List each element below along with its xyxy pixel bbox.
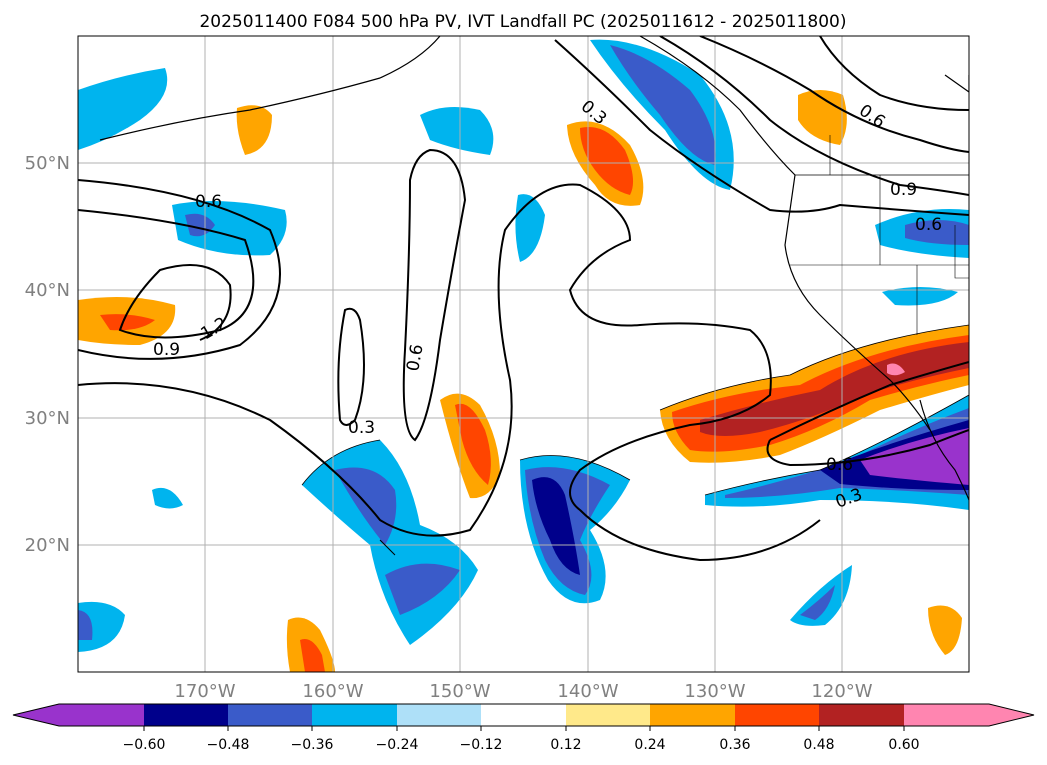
neg-anomaly-blob — [800, 585, 835, 620]
lat-label: 40°N — [25, 280, 70, 301]
colorbar-tick-label: −0.12 — [460, 737, 503, 753]
pos-anomaly-blob — [798, 90, 847, 145]
gridlines — [78, 36, 969, 672]
contour-label: 0.3 — [348, 418, 375, 438]
colorbar-outline — [12, 703, 1035, 727]
lon-label: 120°W — [811, 681, 872, 702]
neg-anomaly-blob — [78, 610, 93, 640]
colorbar-ticks — [143, 726, 905, 731]
pv-contour-line — [78, 209, 255, 341]
colorbar-segment — [566, 704, 650, 726]
pos-anomaly-blob — [887, 363, 905, 376]
pos-anomaly-blob — [928, 605, 962, 655]
neg-anomaly-blob — [882, 287, 958, 306]
colorbar-tick-label: 0.36 — [719, 737, 750, 753]
contour-label: 0.9 — [890, 180, 917, 200]
neg-anomaly-blob — [790, 565, 852, 626]
lon-label: 140°W — [557, 681, 618, 702]
colorbar-tick-label: −0.48 — [207, 737, 250, 753]
lat-labels: 50°N 40°N 30°N 20°N — [25, 153, 70, 556]
colorbar-tick-label: 0.48 — [803, 737, 834, 753]
colorbar-tick-label: −0.60 — [123, 737, 166, 753]
neg-anomaly-blob — [532, 477, 580, 575]
colorbar-tick-label: −0.24 — [376, 737, 419, 753]
colorbar-segment — [312, 704, 397, 726]
pv-contour-line — [337, 307, 365, 426]
lat-label: 50°N — [25, 153, 70, 174]
lon-label: 170°W — [174, 681, 235, 702]
pos-anomaly-blob — [300, 639, 325, 672]
colorbar-segment — [735, 704, 819, 726]
lon-label: 160°W — [302, 681, 363, 702]
colorbar: −0.60 −0.48 −0.36 −0.24 −0.12 0.12 0.24 … — [12, 703, 1035, 753]
neg-anomaly-blob — [152, 487, 183, 509]
pv-contour-line — [819, 36, 969, 111]
pv-contour-line — [659, 36, 969, 196]
colorbar-tick-label: 0.12 — [550, 737, 581, 753]
map-panel: 0.3 0.6 0.9 1.2 0.6 0.9 0.6 0.3 0.6 0.3 … — [78, 36, 969, 672]
pv-contour-line — [699, 36, 969, 153]
contour-label: 0.6 — [403, 343, 427, 373]
colorbar-segment — [144, 704, 228, 726]
colorbar-segment — [904, 704, 989, 726]
neg-anomaly-blob — [420, 106, 494, 155]
pos-anomaly-blob — [455, 403, 491, 485]
neg-anomaly-blob — [515, 194, 545, 262]
map-frame — [77, 35, 970, 673]
pv-contours — [78, 36, 969, 562]
shading-outlines — [301, 324, 969, 496]
pv-contour-line — [554, 39, 969, 216]
pv-contour-line — [402, 148, 467, 442]
neg-anomaly-blob — [610, 45, 716, 165]
contour-label: 0.6 — [915, 215, 942, 235]
lat-label: 20°N — [25, 535, 70, 556]
colorbar-segment — [228, 704, 312, 726]
colorbar-extend-min — [13, 704, 59, 726]
neg-anomaly-blob — [78, 68, 168, 150]
lon-label: 150°W — [429, 681, 490, 702]
pos-anomaly-blob — [700, 342, 969, 436]
colorbar-segment — [650, 704, 735, 726]
neg-anomaly-blob — [385, 563, 460, 615]
neg-anomaly-blob — [905, 220, 969, 245]
contour-label: 0.9 — [153, 340, 180, 360]
colorbar-extend-max — [989, 704, 1034, 726]
contour-label: 0.6 — [195, 192, 222, 212]
colorbar-tick-label: 0.60 — [888, 737, 919, 753]
pv-contour-line — [78, 183, 821, 562]
colorbar-segment — [397, 704, 481, 726]
lat-label: 30°N — [25, 408, 70, 429]
pos-anomaly-blob — [236, 105, 272, 155]
pv-contour-line — [78, 179, 281, 360]
colorbar-tick-label: 0.24 — [634, 737, 665, 753]
lon-labels: 170°W 160°W 150°W 140°W 130°W 120°W — [174, 681, 872, 702]
pos-anomaly-blob — [100, 314, 155, 331]
colorbar-tick-label: −0.36 — [291, 737, 334, 753]
colorbar-segment — [59, 704, 144, 726]
lon-label: 130°W — [684, 681, 745, 702]
colorbar-segment — [481, 704, 566, 726]
pv-contour-line — [766, 429, 969, 467]
neg-anomaly-blob — [860, 428, 969, 485]
coastlines — [99, 36, 969, 556]
pos-anomaly-blob — [580, 126, 634, 195]
contour-label: 0.6 — [826, 455, 853, 475]
colorbar-segment — [819, 704, 904, 726]
map-title: 2025011400 F084 500 hPa PV, IVT Landfall… — [199, 12, 846, 32]
pv-contour-line — [769, 361, 969, 441]
pc-shading — [78, 39, 969, 672]
